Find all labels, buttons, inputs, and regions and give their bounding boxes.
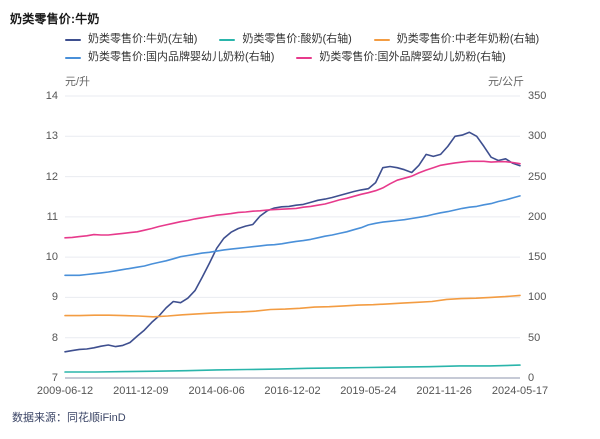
left-axis-tick-label: 10	[45, 251, 58, 264]
left-axis-tick-label: 9	[51, 291, 58, 304]
legend-item-label: 奶类零售价:酸奶(右轴)	[242, 33, 352, 45]
right-axis-unit-label: 元/公斤	[488, 76, 525, 88]
left-axis-tick-label: 13	[45, 130, 58, 143]
legend-line-icon	[65, 38, 81, 41]
right-axis-tick-label: 100	[528, 291, 547, 304]
right-axis-tick-label: 200	[528, 210, 547, 223]
left-axis-unit-label: 元/升	[65, 76, 91, 88]
legend-item-label: 奶类零售价:中老年奶粉(右轴)	[396, 33, 540, 45]
right-axis-tick-label: 300	[528, 130, 547, 143]
x-axis-tick-label: 2019-05-24	[340, 385, 397, 397]
legend-item-label: 奶类零售价:国外品牌婴幼儿奶粉(右轴)	[319, 51, 506, 63]
series-line-4	[64, 160, 521, 239]
series-line-1	[64, 364, 521, 373]
legend-item-label: 奶类零售价:牛奶(左轴)	[88, 33, 198, 45]
left-axis-tick-label: 12	[45, 170, 58, 183]
legend-item-2[interactable]: 奶类零售价:中老年奶粉(右轴)	[373, 33, 540, 46]
left-axis-tick-label: 11	[46, 210, 58, 223]
legend-line-icon	[65, 56, 81, 59]
legend: 奶类零售价:牛奶(左轴) 奶类零售价:酸奶(右轴) 奶类零售价:中老年奶粉(右轴) 奶…	[65, 33, 600, 64]
left-axis-tick-label: 14	[45, 90, 58, 102]
series-line-3	[64, 195, 521, 277]
left-axis-tick-label: 8	[51, 331, 58, 344]
x-axis-tick-label: 2009-06-12	[36, 385, 94, 397]
left-axis-tick-label: 7	[51, 372, 58, 384]
right-axis-tick-label: 250	[528, 170, 547, 183]
x-axis-tick-label: 2014-06-06	[188, 385, 245, 397]
right-axis-tick-label: 150	[528, 251, 547, 264]
legend-item-0[interactable]: 奶类零售价:牛奶(左轴)	[65, 33, 197, 46]
legend-item-4[interactable]: 奶类零售价:国外品牌婴幼儿奶粉(右轴)	[296, 51, 506, 64]
legend-item-3[interactable]: 奶类零售价:国内品牌婴幼儿奶粉(右轴)	[65, 51, 274, 64]
legend-item-label: 奶类零售价:国内品牌婴幼儿奶粉(右轴)	[88, 51, 275, 63]
right-axis-tick-label: 0	[528, 372, 535, 384]
x-axis-tick-label: 2016-12-02	[264, 385, 321, 397]
legend-line-icon	[219, 38, 236, 41]
series-line-0	[64, 131, 521, 353]
x-axis-tick-label: 2021-11-26	[416, 385, 472, 397]
legend-line-icon	[373, 38, 390, 41]
right-axis-tick-label: 50	[528, 331, 541, 344]
chart-title: 奶类零售价:牛奶	[10, 12, 100, 26]
data-source-label: 数据来源：同花顺iFinD	[12, 412, 126, 424]
legend-item-1[interactable]: 奶类零售价:酸奶(右轴)	[219, 33, 352, 46]
right-axis-tick-label: 350	[528, 90, 547, 102]
series-line-2	[64, 294, 521, 318]
x-axis-tick-label: 2024-05-17	[491, 385, 549, 397]
x-axis-tick-label: 2011-12-09	[113, 385, 169, 397]
legend-line-icon	[296, 56, 313, 59]
